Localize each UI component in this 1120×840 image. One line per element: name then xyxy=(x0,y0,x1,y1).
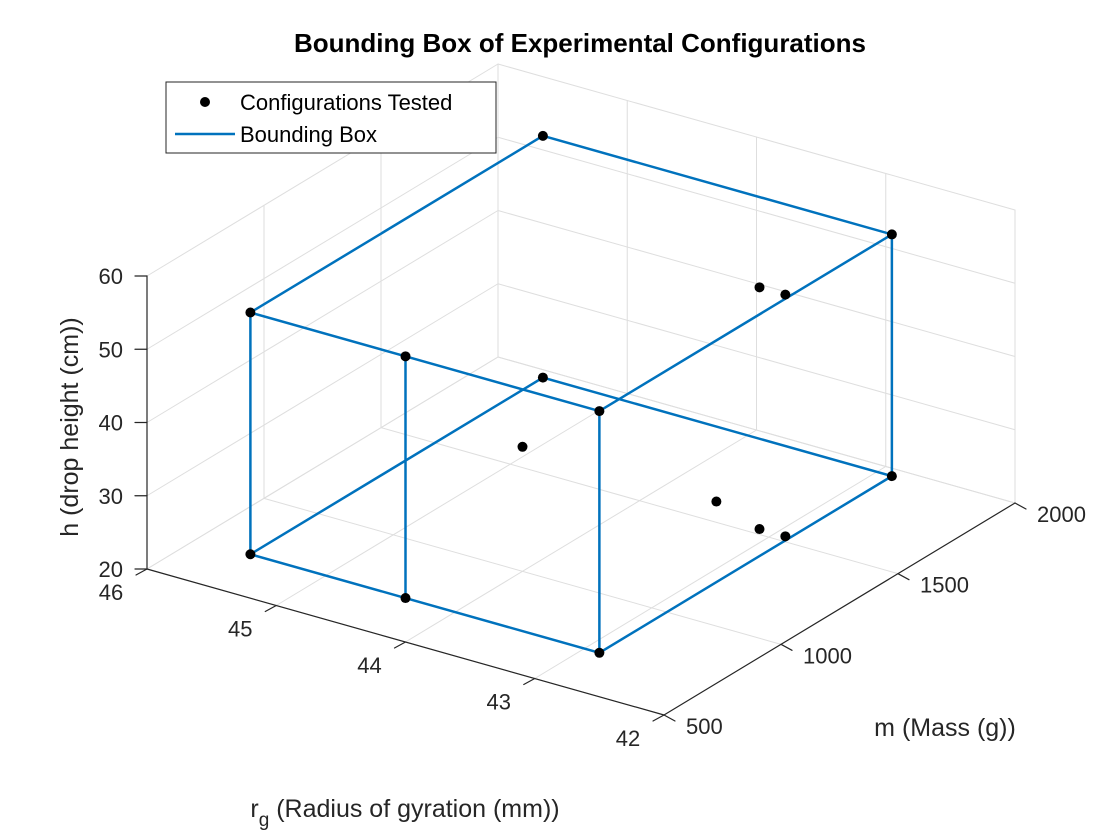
legend-box xyxy=(165,81,497,154)
x-tick-label: 42 xyxy=(616,726,640,751)
y-tick-mark xyxy=(1014,502,1027,510)
grid-line xyxy=(497,136,1016,284)
configuration-point xyxy=(886,229,897,240)
x-tick-mark xyxy=(652,714,665,722)
bounding-box-edge xyxy=(249,376,545,556)
y-tick-label: 2000 xyxy=(1037,502,1086,527)
configuration-point xyxy=(780,289,791,300)
configuration-point xyxy=(245,307,256,318)
z-tick-label: 60 xyxy=(99,264,123,289)
x-tick-label: 45 xyxy=(228,617,252,642)
legend-label-points: Configurations Tested xyxy=(240,90,452,115)
x-axis-label-subscript: g xyxy=(259,810,270,831)
configuration-point xyxy=(537,130,548,141)
grid-line xyxy=(497,63,1016,211)
axis-layer xyxy=(134,275,1027,722)
y-tick-label: 500 xyxy=(686,714,723,739)
grid-line xyxy=(263,497,782,645)
x-tick-mark xyxy=(393,641,407,649)
x-tick-mark xyxy=(135,568,148,576)
x-axis-label-main: r xyxy=(250,795,258,823)
grid-line xyxy=(497,356,1016,504)
z-tick-label: 30 xyxy=(99,484,123,509)
z-tick-label: 40 xyxy=(99,411,123,436)
configuration-point xyxy=(245,549,256,560)
chart-title: Bounding Box of Experimental Configurati… xyxy=(294,28,866,58)
y-tick-mark xyxy=(897,573,910,581)
points-layer xyxy=(245,130,897,658)
tick-labels-layer: 42 43 44 45 46 500 1000 1500 2000 20 30 40 50 60 xyxy=(99,264,1086,751)
x-tick-label: 44 xyxy=(357,653,381,678)
legend: Configurations Tested Bounding Box xyxy=(165,81,497,154)
configuration-point xyxy=(537,372,548,383)
y-axis-label: m (Mass (g)) xyxy=(874,714,1016,742)
grid-line xyxy=(146,283,499,497)
bounding-box-edge xyxy=(249,553,407,600)
configuration-point xyxy=(754,282,765,293)
grid-line xyxy=(534,466,887,679)
z-axis-label: h (drop height (cm)) xyxy=(56,317,84,537)
bounding-box-layer xyxy=(249,134,894,655)
bounding-box-edge xyxy=(404,355,601,413)
legend-label-box: Bounding Box xyxy=(240,122,377,147)
legend-marker-points xyxy=(200,97,210,107)
grid-line xyxy=(275,393,628,606)
y-tick-label: 1000 xyxy=(803,643,852,668)
grid-line xyxy=(146,356,499,570)
x-tick-mark xyxy=(264,604,277,613)
bounding-box-edge xyxy=(404,596,601,655)
bounding-box-edge xyxy=(598,474,894,655)
configuration-point xyxy=(517,441,528,452)
bounding-box-edge xyxy=(541,134,894,236)
z-tick-label: 20 xyxy=(99,557,123,582)
x-tick-label: 43 xyxy=(487,690,511,715)
bounding-box-edge xyxy=(249,134,545,314)
z-tick-label: 50 xyxy=(99,337,123,362)
configuration-point xyxy=(711,496,722,507)
bounding-box-edge xyxy=(249,311,407,358)
configuration-point xyxy=(886,471,897,482)
configuration-point xyxy=(400,593,411,604)
y-tick-mark xyxy=(780,643,793,651)
configuration-point xyxy=(780,531,791,542)
grid-line xyxy=(497,283,1016,431)
y-tick-label: 1500 xyxy=(920,573,969,598)
grid-line xyxy=(146,136,499,350)
y-axis-line xyxy=(663,502,1016,716)
grid-line xyxy=(146,210,499,423)
configuration-point xyxy=(594,406,605,417)
configuration-point xyxy=(400,351,411,362)
grid-line xyxy=(405,429,757,643)
x-axis-label: rg (Radius of gyration (mm)) xyxy=(250,795,559,831)
x-axis-label-rest: (Radius of gyration (mm)) xyxy=(269,795,559,823)
configuration-point xyxy=(754,524,765,535)
configuration-point xyxy=(594,647,605,658)
y-tick-mark xyxy=(663,714,676,722)
bounding-box-edge xyxy=(541,376,894,478)
bounding-box-edge xyxy=(598,233,894,413)
grid-line xyxy=(380,427,899,575)
x-tick-mark xyxy=(523,677,536,686)
x-tick-label: 46 xyxy=(99,580,123,605)
